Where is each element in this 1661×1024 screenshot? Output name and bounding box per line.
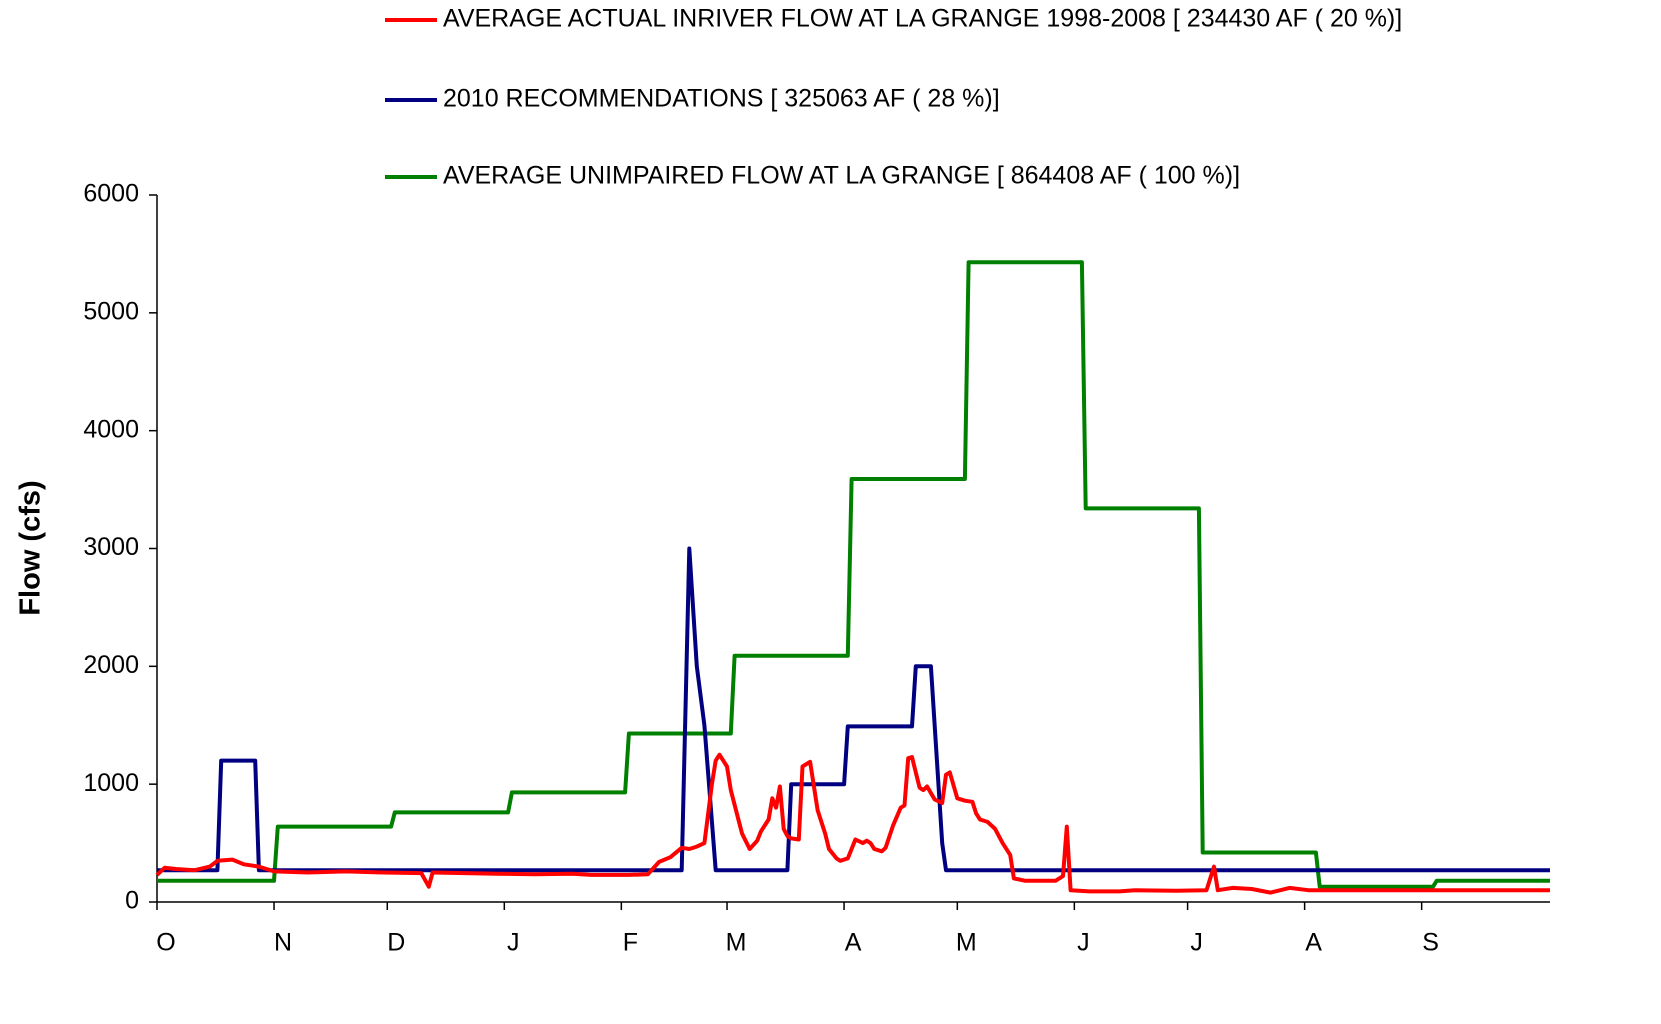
legend-label: 2010 RECOMMENDATIONS [ 325063 AF ( 28 %)… xyxy=(443,85,1000,113)
series-line xyxy=(157,260,1550,889)
y-axis-label: Flow (cfs) xyxy=(15,480,47,615)
legend-label: AVERAGE ACTUAL INRIVER FLOW AT LA GRANGE… xyxy=(443,5,1402,33)
y-tick-label: 6000 xyxy=(83,180,139,208)
series-line xyxy=(155,752,1550,895)
y-tick-label: 1000 xyxy=(83,769,139,797)
x-tick-label: J xyxy=(1077,929,1090,957)
y-tick-label: 3000 xyxy=(83,533,139,561)
x-tick-label: J xyxy=(507,929,520,957)
x-tick-label: F xyxy=(623,929,638,957)
x-tick-label: J xyxy=(1190,929,1203,957)
x-tick-label: O xyxy=(156,929,175,957)
x-tick-label: M xyxy=(726,929,747,957)
x-tick-label: S xyxy=(1422,929,1439,957)
y-tick-label: 4000 xyxy=(83,415,139,443)
y-tick-label: 0 xyxy=(125,887,139,915)
series-line xyxy=(157,546,1550,873)
x-tick-label: M xyxy=(956,929,977,957)
x-tick-label: A xyxy=(1305,929,1322,957)
x-tick-label: N xyxy=(274,929,292,957)
legend-label: AVERAGE UNIMPAIRED FLOW AT LA GRANGE [ 8… xyxy=(443,162,1240,190)
x-tick-label: D xyxy=(387,929,405,957)
y-tick-label: 5000 xyxy=(83,297,139,325)
y-tick-label: 2000 xyxy=(83,651,139,679)
x-tick-label: A xyxy=(845,929,862,957)
